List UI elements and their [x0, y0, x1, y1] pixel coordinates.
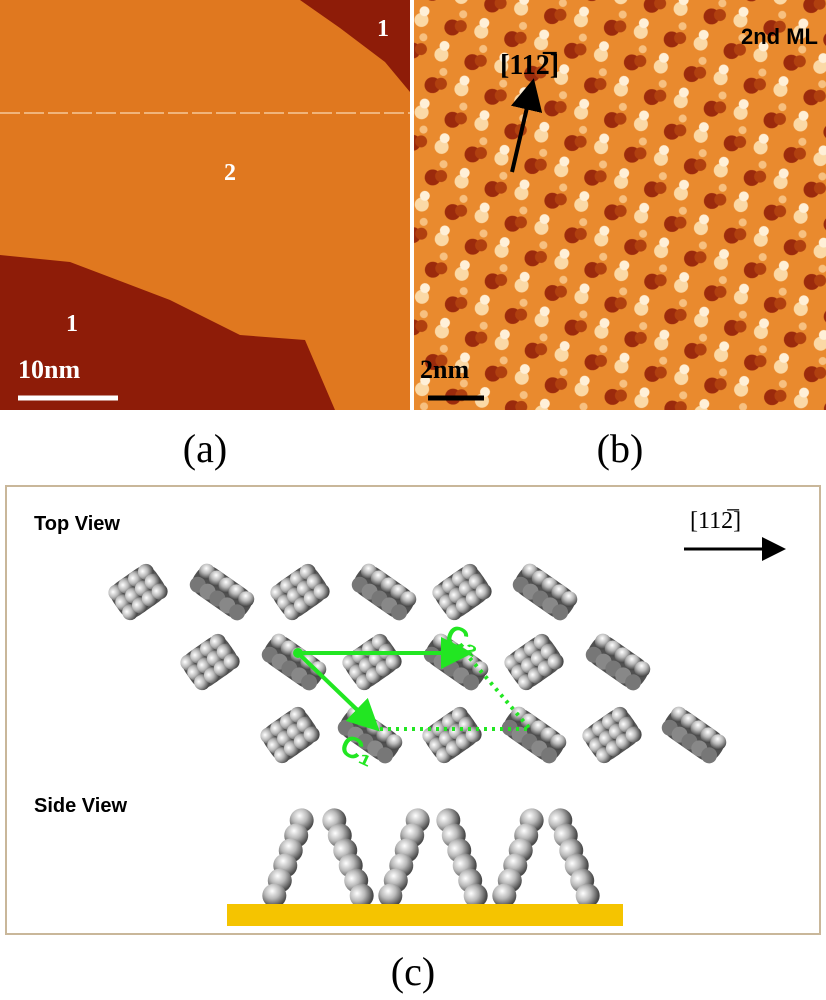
caption: (c) — [391, 949, 435, 994]
panel-b: [112̅] 2nd ML 2nm — [414, 0, 826, 410]
terrace-1 — [300, 0, 410, 92]
terrace-label: 1 — [66, 311, 78, 337]
side-view-label: Side View — [34, 795, 127, 817]
caption: (a) — [183, 426, 227, 471]
direction-label: [112̅] — [500, 50, 559, 81]
stm-image — [414, 0, 826, 410]
origin-dot — [293, 648, 303, 658]
terrace-label: 1 — [377, 16, 389, 42]
panel-a: 1 2 1 10nm — [0, 0, 410, 410]
layer-label: 2nd ML — [741, 24, 818, 49]
vector-c1 — [296, 651, 380, 732]
scale-label: 2nm — [420, 355, 469, 384]
cell-outline — [380, 654, 535, 731]
direction-label: [112̅] — [690, 508, 741, 534]
panel-c: Top View [112̅] — [5, 485, 821, 935]
terrace-1 — [0, 255, 335, 410]
terrace-label: 2 — [224, 160, 236, 186]
scale-label: 10nm — [18, 355, 80, 384]
top-view-label: Top View — [34, 513, 120, 535]
caption: (b) — [597, 426, 644, 471]
side-view — [227, 805, 623, 926]
direction-arrow — [510, 78, 543, 173]
substrate — [227, 904, 623, 926]
